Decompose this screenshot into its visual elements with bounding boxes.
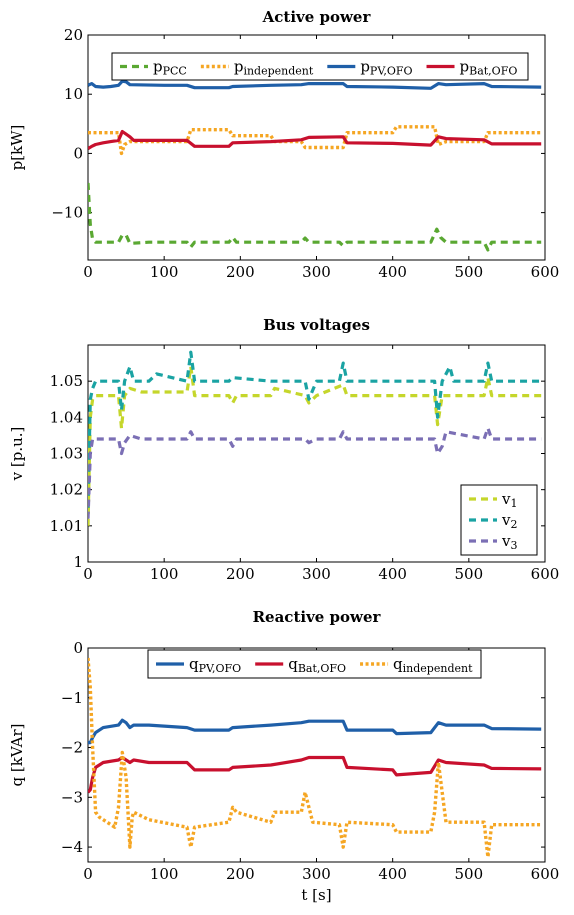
x-tick-label: 200 (226, 263, 255, 281)
legend-label: pPCC (153, 58, 187, 78)
chart-title: Reactive power (253, 608, 382, 626)
legend-label: pPV,OFO (360, 58, 412, 78)
y-tick-label: −10 (51, 204, 83, 222)
x-tick-label: 600 (531, 565, 560, 583)
x-tick-label: 300 (302, 565, 331, 583)
legend-label: qBat,OFO (288, 655, 346, 675)
series-line-p-independent (88, 125, 542, 156)
x-tick-label: 400 (378, 565, 407, 583)
x-tick-label: 600 (531, 263, 560, 281)
x-tick-label: 200 (226, 865, 255, 883)
x-axis-label: t [s] (301, 886, 331, 904)
legend-label: pindependent (234, 58, 314, 78)
legend-label: qPV,OFO (189, 655, 241, 675)
series-line-p-pvofo (88, 79, 542, 90)
legend-label: v1 (501, 490, 517, 510)
x-tick-label: 500 (455, 865, 484, 883)
y-tick-label: 1.01 (50, 517, 83, 535)
series-line-q-batofo (88, 755, 542, 794)
y-tick-label: −3 (61, 788, 83, 806)
x-tick-label: 100 (150, 865, 179, 883)
x-tick-label: 400 (378, 865, 407, 883)
y-tick-label: 1.04 (50, 408, 83, 426)
series-line-p-pcc (88, 182, 542, 252)
y-tick-label: −2 (61, 739, 83, 757)
y-tick-label: 10 (64, 85, 83, 103)
y-tick-label: 0 (73, 144, 83, 162)
y-tick-label: −4 (61, 838, 83, 856)
x-tick-label: 300 (302, 263, 331, 281)
x-tick-label: 600 (531, 865, 560, 883)
legend: qPV,OFO qBat,OFO qindependent (147, 649, 482, 679)
y-tick-label: 0 (73, 639, 83, 657)
plot-frame (87, 647, 546, 863)
x-tick-label: 0 (83, 865, 93, 883)
y-tick-label: 1 (73, 553, 83, 571)
y-tick-label: −1 (61, 689, 83, 707)
legend-box (147, 649, 482, 679)
y-tick-label: 1.03 (50, 445, 83, 463)
x-tick-label: 300 (302, 865, 331, 883)
series-line-q-pvofo (88, 718, 542, 745)
legend-label: qindependent (393, 655, 473, 675)
series-line-v-3 (88, 426, 542, 519)
x-tick-label: 500 (455, 263, 484, 281)
legend-label: v3 (501, 532, 517, 552)
chart-panel-1: Active power 0 100 200 300 400 500 600 −10 0 10 20 p… (8, 8, 559, 281)
legend-label: v2 (501, 511, 517, 531)
series-line-v-2 (88, 350, 542, 508)
legend: pPCC pindependent pPV,OFO pBat,OFO (111, 52, 529, 81)
y-tick-label: 1.05 (50, 372, 83, 390)
x-tick-label: 0 (83, 263, 93, 281)
x-tick-label: 500 (455, 565, 484, 583)
y-tick-label: 1.02 (50, 481, 83, 499)
series-line-q-independent (88, 657, 542, 859)
y-tick-label: 20 (64, 26, 83, 44)
x-tick-label: 100 (150, 565, 179, 583)
x-tick-label: 100 (150, 263, 179, 281)
series-line-p-batofo (88, 129, 542, 151)
y-axis-label: p[kW] (8, 125, 26, 171)
chart-panel-2: Bus voltages 0 100 200 300 400 500 600 1 1.01 1.02… (8, 316, 559, 583)
y-axis-label: v [p.u.] (8, 427, 26, 482)
x-tick-label: 200 (226, 565, 255, 583)
x-tick-label: 400 (378, 263, 407, 281)
legend-label: pBat,OFO (460, 58, 518, 78)
series-line-v-1 (88, 365, 542, 526)
legend-box (111, 52, 529, 81)
y-axis-label: q [kVAr] (8, 724, 26, 787)
chart-panel-3: Reactive power 0 100 200 300 400 500 600 −4 −3 −2 −… (8, 608, 559, 904)
chart-title: Active power (262, 8, 372, 26)
x-tick-label: 0 (83, 565, 93, 583)
chart-title: Bus voltages (263, 316, 370, 334)
